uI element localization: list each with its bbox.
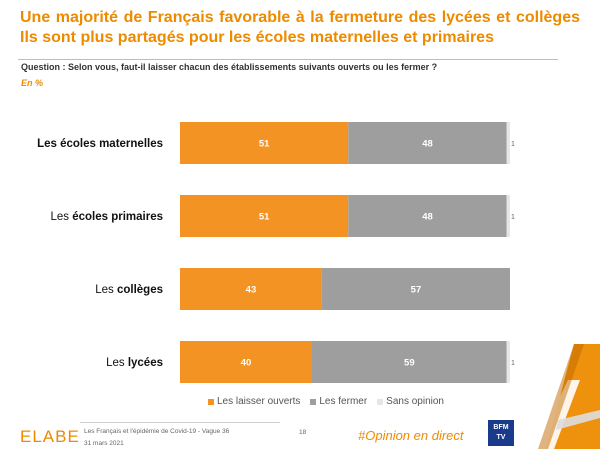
bar-value-label: 51 [259, 139, 270, 150]
bar-segment-open [180, 341, 312, 383]
unit-label: En % [21, 78, 44, 88]
bar-value-label: 43 [246, 285, 257, 296]
bar-segment-close [312, 341, 507, 383]
bar-segment-close [321, 268, 510, 310]
category-label: Les lycées [106, 357, 163, 369]
bar-segment-no-opinion [506, 341, 510, 383]
legend-item-close: Les fermer [310, 396, 367, 407]
category-label: Les écoles maternelles [37, 138, 163, 150]
bfmtv-logo: BFM TV [488, 420, 514, 446]
bar-value-label: 59 [404, 358, 415, 369]
legend-label-no-opinion: Sans opinion [386, 396, 444, 407]
category-label-prefix: Les [50, 211, 72, 223]
bar-segment-close [348, 195, 507, 237]
legend-label-open: Les laisser ouverts [217, 396, 301, 407]
category-label-prefix: Les [37, 138, 60, 150]
category-label: Les collèges [95, 284, 163, 296]
chart-legend: Les laisser ouverts Les fermer Sans opin… [208, 396, 444, 407]
bar-value-label: 1 [511, 141, 515, 148]
title-line-2: Ils sont plus partagés pour les écoles m… [20, 29, 494, 46]
bar-segment-open [180, 122, 349, 164]
category-label-prefix: Les [95, 284, 117, 296]
legend-swatch-close [310, 398, 317, 405]
bar-value-label: 40 [241, 358, 252, 369]
page-number: 18 [299, 429, 307, 436]
legend-swatch-open [208, 398, 214, 405]
bar-value-label: 48 [422, 139, 433, 150]
bfm-logo-line-2: TV [496, 434, 506, 441]
category-label: Les écoles primaires [50, 211, 163, 223]
decorative-a-shape-icon [534, 344, 600, 449]
bar-value-label: 1 [511, 214, 515, 221]
category-label-name: lycées [128, 357, 163, 369]
chart-title: Une majorité de Français favorable à la … [20, 8, 580, 48]
legend-item-no-opinion: Sans opinion [377, 396, 444, 407]
bar-value-label: 57 [411, 285, 422, 296]
bar-segment-close [348, 122, 507, 164]
title-divider [18, 59, 558, 60]
bar-segment-open [180, 268, 322, 310]
category-label-prefix: Les [106, 357, 128, 369]
category-label-name: collèges [117, 284, 163, 296]
footer-divider [80, 422, 280, 423]
bar-value-label: 51 [259, 212, 270, 223]
bar-segment-no-opinion [506, 195, 510, 237]
title-line-1: Une majorité de Français favorable à la … [20, 9, 580, 26]
bar-segment-no-opinion [506, 122, 510, 164]
legend-label-close: Les fermer [319, 396, 368, 407]
footer-date: 31 mars 2021 [84, 440, 124, 447]
bar-value-label: 1 [511, 360, 515, 367]
footer-study: Les Français et l'épidémie de Covid-19 -… [84, 428, 230, 435]
question-text: Question : Selon vous, faut-il laisser c… [21, 62, 438, 72]
hashtag: #Opinion en direct [358, 428, 464, 443]
bar-segment-open [180, 195, 349, 237]
legend-item-open: Les laisser ouverts [208, 396, 300, 407]
bfm-logo-line-1: BFM [493, 424, 509, 431]
elabe-logo: ELABE [20, 427, 80, 446]
legend-swatch-no-opinion [377, 398, 384, 405]
category-label-name: écoles primaires [72, 211, 163, 223]
bar-value-label: 48 [422, 212, 433, 223]
category-label-name: écoles maternelles [60, 138, 163, 150]
